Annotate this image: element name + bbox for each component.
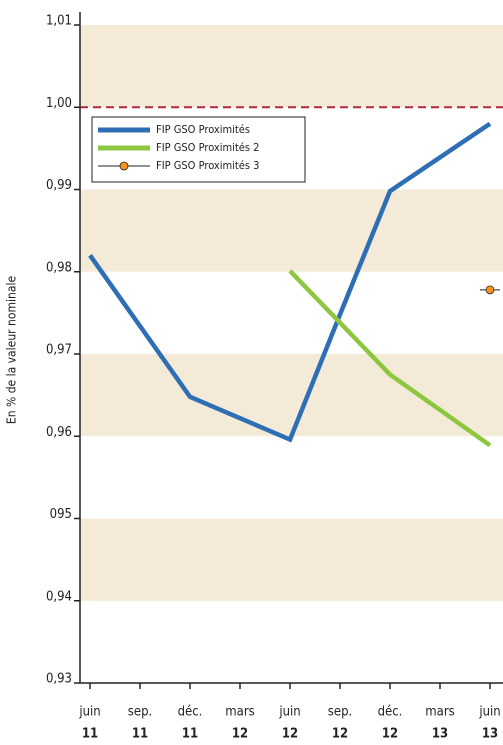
- y-tick-label: 0,98: [46, 260, 72, 275]
- x-tick-label: mars: [425, 705, 454, 720]
- legend-label: FIP GSO Proximités 3: [156, 159, 259, 172]
- x-tick-label: déc.: [378, 705, 403, 720]
- legend-label: FIP GSO Proximités: [156, 123, 250, 136]
- legend-label: FIP GSO Proximités 2: [156, 141, 259, 154]
- x-tick-label: déc.: [178, 705, 203, 720]
- x-tick-label: 12: [282, 727, 298, 742]
- y-tick-label: 0,96: [46, 425, 72, 440]
- x-tick-label: mars: [225, 705, 254, 720]
- y-tick-label: 0,94: [46, 589, 72, 604]
- legend: FIP GSO Proximités FIP GSO Proximités 2 FI…: [91, 116, 306, 183]
- band: [80, 518, 503, 601]
- y-tick-label: 095: [50, 507, 72, 522]
- band: [80, 25, 503, 108]
- series-line: [88, 121, 492, 443]
- x-tick-label: 11: [132, 727, 148, 742]
- x-tick-label: 11: [182, 727, 198, 742]
- x-tick-label: 12: [332, 727, 348, 742]
- point: [485, 285, 495, 295]
- x-tick-label: 11: [82, 727, 98, 742]
- band: [80, 189, 503, 272]
- x-tick-label: juin: [278, 705, 300, 720]
- legend-swatch: [119, 161, 129, 171]
- x-tick-label: 13: [482, 727, 498, 742]
- band: [80, 354, 503, 437]
- x-tick-label: sep.: [128, 705, 152, 720]
- y-tick-label: 0,97: [46, 343, 72, 358]
- y-tick-label: 1,00: [46, 96, 72, 111]
- x-tick-label: 12: [382, 727, 398, 742]
- x-tick-label: juin: [78, 705, 100, 720]
- y-tick-label: 0,93: [46, 672, 72, 687]
- x-tick-label: sep.: [328, 705, 352, 720]
- series-line: [288, 269, 492, 448]
- x-tick-label: 12: [232, 727, 248, 742]
- x-tick-label: juin: [478, 705, 500, 720]
- x-tick-label: 13: [432, 727, 448, 742]
- y-tick-label: 0,99: [46, 178, 72, 193]
- y-tick-label: 1,01: [46, 14, 72, 29]
- y-axis-label: En % de la valeur nominale: [5, 276, 19, 425]
